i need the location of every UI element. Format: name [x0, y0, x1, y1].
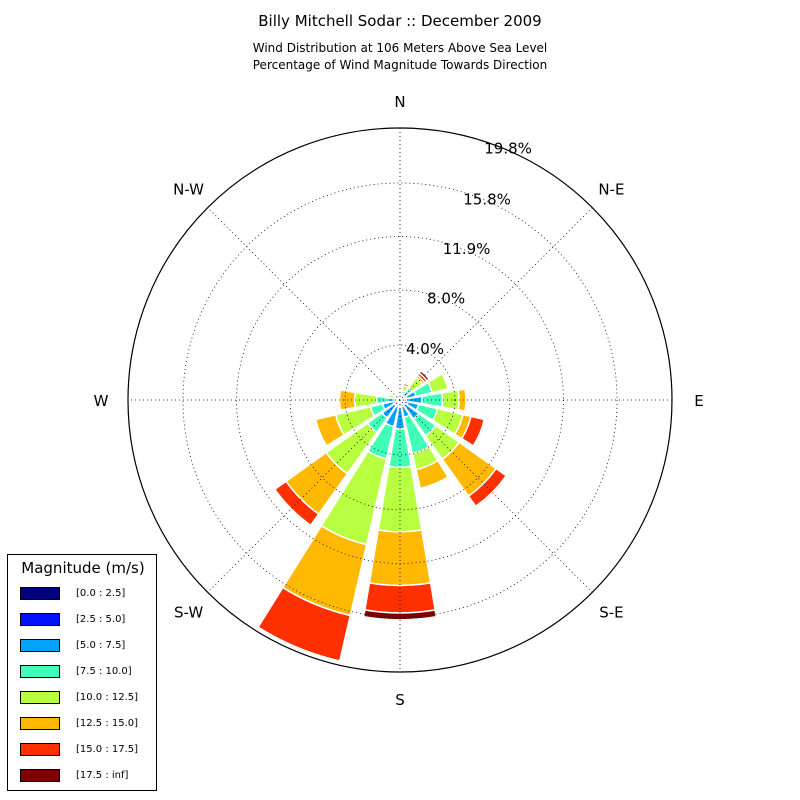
- legend-title: Magnitude (m/s): [21, 559, 145, 577]
- grid-ring: [182, 182, 618, 618]
- direction-label-s-w: S-W: [174, 603, 203, 621]
- bar-nnw-bin-3: [397, 396, 401, 400]
- legend-swatch: [20, 717, 60, 730]
- direction-label-n: N: [394, 93, 405, 111]
- grid-ring: [236, 236, 564, 564]
- legend: Magnitude (m/s) [0.0 : 2.5] [2.5 : 5.0] [5…: [7, 554, 157, 791]
- direction-label-n-e: N-E: [598, 181, 624, 199]
- legend-label: [12.5 : 15.0]: [76, 718, 139, 729]
- radial-tick-label: 11.9%: [443, 240, 491, 258]
- bar-ne-bin-7: [418, 369, 431, 382]
- legend-label: [7.5 : 10.0]: [76, 666, 132, 677]
- radial-tick-label: 8.0%: [427, 290, 465, 308]
- chart-title: Billy Mitchell Sodar :: December 2009: [258, 12, 542, 30]
- bar-e-bin-5: [457, 388, 467, 412]
- legend-swatch: [20, 665, 60, 678]
- bar-nne-bin-7: [402, 382, 411, 389]
- spoke-line: [207, 207, 593, 593]
- direction-label-n-w: N-W: [173, 181, 204, 199]
- bar-ene-bin-4: [426, 372, 450, 394]
- radial-tick-label: 4.0%: [406, 340, 444, 358]
- chart-subtitle-line-2: Percentage of Wind Magnitude Towards Dir…: [252, 58, 548, 72]
- direction-label-w: W: [94, 392, 109, 410]
- bar-s-bin-5: [368, 529, 432, 587]
- radial-tick-label: 15.8%: [463, 191, 511, 209]
- grid-ring: [289, 289, 511, 511]
- legend-label: [15.0 : 17.5]: [76, 744, 139, 755]
- direction-label-e: E: [694, 392, 703, 410]
- legend-swatch: [20, 587, 60, 600]
- bar-sse-bin-5: [415, 459, 450, 490]
- bar-s-bin-7: [362, 609, 438, 621]
- radial-tick-label: 19.8%: [484, 140, 532, 158]
- bar-ssw-bin-6: [257, 586, 352, 662]
- wind-rose-bars: [257, 369, 508, 662]
- direction-labels: N N-E E S-E S S-W W N-W: [94, 93, 704, 709]
- legend-label: [10.0 : 12.5]: [76, 692, 139, 703]
- legend-swatch: [20, 613, 60, 626]
- legend-swatch: [20, 691, 60, 704]
- legend-label: [5.0 : 7.5]: [76, 640, 126, 651]
- direction-label-s-e: S-E: [599, 603, 623, 621]
- chart-subtitle-line-1: Wind Distribution at 106 Meters Above Se…: [252, 41, 548, 55]
- bar-sw-bin-6: [273, 480, 320, 527]
- legend-label: [0.0 : 2.5]: [76, 588, 126, 599]
- bar-w-bin-3: [375, 395, 389, 405]
- bar-e-bin-4: [441, 389, 460, 411]
- grid-ring: [344, 344, 456, 456]
- legend-swatch: [20, 743, 60, 756]
- bar-w-bin-4: [353, 391, 378, 409]
- legend-label: [17.5 : inf]: [76, 770, 129, 781]
- radial-tick-labels: 4.0% 8.0% 11.9% 15.8% 19.8%: [406, 140, 532, 359]
- outer-circle: [127, 127, 673, 673]
- legend-swatch: [20, 639, 60, 652]
- polar-grid: [127, 127, 673, 673]
- bar-ese-bin-6: [460, 415, 486, 447]
- bar-wsw-bin-5: [314, 413, 346, 447]
- direction-label-s: S: [395, 691, 405, 709]
- legend-label: [2.5 : 5.0]: [76, 614, 126, 625]
- bar-wnw-bin-4: [388, 393, 396, 400]
- legend-swatch: [20, 769, 60, 782]
